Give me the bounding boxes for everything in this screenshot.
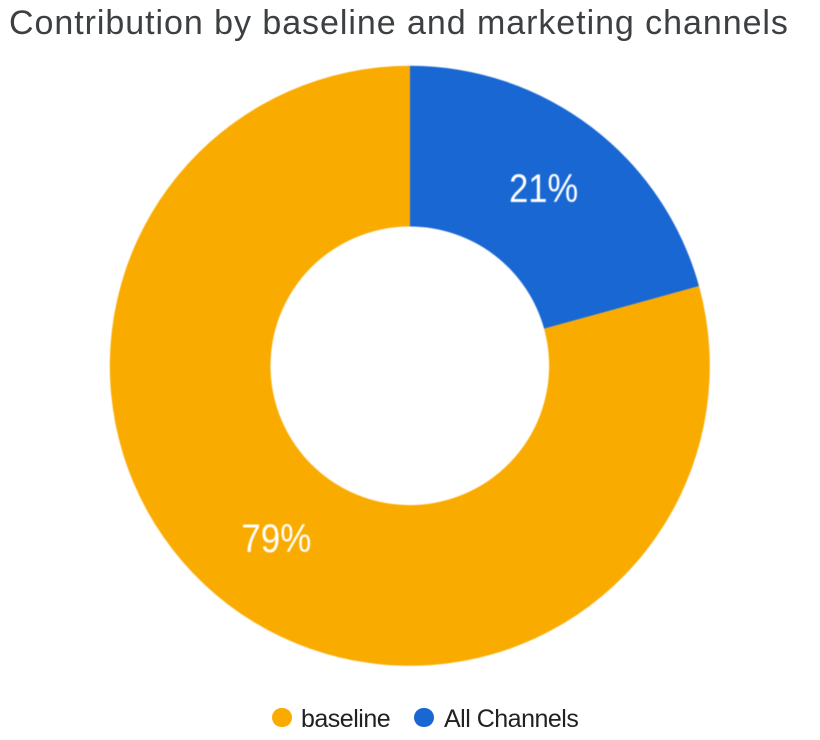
svg-text:21%: 21% <box>509 167 578 211</box>
svg-text:79%: 79% <box>241 517 311 561</box>
